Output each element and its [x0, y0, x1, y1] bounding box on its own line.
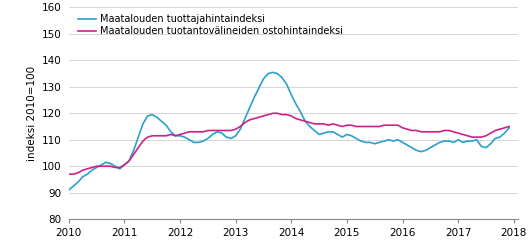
Maatalouden tuottajahintaindeksi: [66, 188, 72, 191]
Maatalouden tuottajahintaindeksi: [473, 138, 480, 141]
Line: Maatalouden tuottajahintaindeksi: Maatalouden tuottajahintaindeksi: [69, 72, 509, 190]
Line: Maatalouden tuotantovälineiden ostohintaindeksi: Maatalouden tuotantovälineiden ostohinta…: [69, 113, 509, 174]
Maatalouden tuotantovälineiden ostohintaindeksi: [270, 112, 276, 115]
Maatalouden tuotantovälineiden ostohintaindeksi: [293, 117, 299, 120]
Maatalouden tuotantovälineiden ostohintaindeksi: [191, 130, 197, 133]
Maatalouden tuotantovälineiden ostohintaindeksi: [126, 159, 132, 162]
Maatalouden tuottajahintaindeksi: [270, 71, 276, 74]
Maatalouden tuotantovälineiden ostohintaindeksi: [473, 136, 480, 139]
Maatalouden tuottajahintaindeksi: [126, 159, 132, 162]
Maatalouden tuottajahintaindeksi: [307, 125, 313, 128]
Maatalouden tuottajahintaindeksi: [191, 141, 197, 144]
Maatalouden tuottajahintaindeksi: [256, 87, 262, 90]
Maatalouden tuotantovälineiden ostohintaindeksi: [307, 121, 313, 124]
Maatalouden tuotantovälineiden ostohintaindeksi: [256, 116, 262, 119]
Y-axis label: indeksi 2010=100: indeksi 2010=100: [27, 66, 37, 161]
Legend: Maatalouden tuottajahintaindeksi, Maatalouden tuotantovälineiden ostohintaindeks: Maatalouden tuottajahintaindeksi, Maatal…: [78, 14, 342, 36]
Maatalouden tuotantovälineiden ostohintaindeksi: [66, 173, 72, 176]
Maatalouden tuottajahintaindeksi: [293, 103, 299, 106]
Maatalouden tuottajahintaindeksi: [506, 126, 513, 129]
Maatalouden tuotantovälineiden ostohintaindeksi: [506, 125, 513, 128]
